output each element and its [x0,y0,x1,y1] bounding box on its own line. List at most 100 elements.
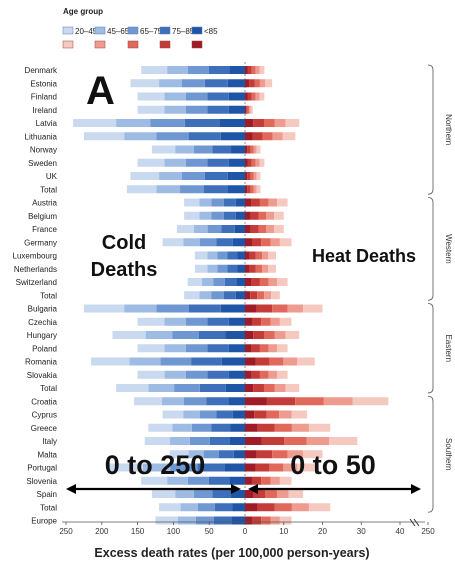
heat-bar-segment [263,119,275,127]
cold-bar-segment [221,357,245,366]
cold-bar-segment [187,476,209,485]
legend-swatch-cold [159,26,171,35]
cold-bar-segment [207,158,229,167]
cold-bar-segment [237,264,245,273]
heat-bar-segment [245,344,252,353]
country-label: Total [40,503,57,512]
region-bracket [427,64,434,195]
heat-bar-segment [254,79,260,88]
heat-bar-segment [285,331,300,339]
heat-bar-segment [262,251,269,260]
country-label: Total [40,185,57,194]
cold-bar-segment [236,278,245,286]
cold-bar-segment [218,450,234,459]
cold-bar-segment [227,185,245,194]
cold-bar-segment [73,119,117,127]
heat-bar-segment [261,516,271,525]
cold-bar-segment [112,331,146,339]
cold-bar-segment [116,384,149,392]
legend-label: 75–85 [172,27,195,36]
heat-bar-segment [276,490,289,498]
heat-bar-segment [274,119,286,127]
heat-bar-segment [245,503,258,512]
heat-bar-segment [258,225,267,233]
cold-bar-segment [207,92,229,101]
cold-bar-segment [184,198,200,207]
heat-bar-segment [268,278,277,286]
heat-bar-segment [303,304,323,313]
heat-bar-segment [253,384,264,392]
heat-bar-segment [272,304,288,313]
cold-bar-segment [144,437,170,445]
cold-bar-segment [198,331,226,339]
heat-bar-segment [257,503,275,512]
heat-bar-segment [254,410,267,419]
heat-bar-segment [256,145,261,154]
heat-arrowhead-left [248,484,258,494]
x-tick-label: 150 [131,527,145,536]
cold-bar-segment [217,264,228,273]
cold-bar-segment [156,304,189,313]
cold-bar-segment [181,79,205,88]
cold-bar-segment [232,503,245,512]
heat-bar-segment [250,211,259,220]
cold-bar-segment [137,344,165,353]
heat-bar-segment [256,185,261,194]
heat-bar-segment [269,463,284,472]
heat-bar-segment [249,79,255,88]
heat-bar-segment [268,370,277,379]
cold-bar-segment [223,291,236,300]
cold-deaths-label: Deaths [91,259,158,281]
bars-group [73,62,389,525]
x-axis: 250 200 150 100 50 0 10 20 30 40 250 Excess death r… [59,518,435,560]
x-tick-label: 50 [205,527,214,536]
cold-bar-segment [229,476,245,485]
cold-bar-segment [156,185,181,194]
country-label: Netherlands [14,265,57,274]
cold-bar-segment [228,158,245,167]
cold-bar-segment [172,423,192,432]
heat-bar-segment [245,238,252,247]
legend-swatch-heat [159,40,171,49]
heat-bar-segment [253,172,257,180]
heat-bar-segment [245,384,254,392]
heat-bar-segment [251,370,260,379]
cold-bar-segment [174,384,200,392]
heat-bar-segment [249,264,256,273]
cold-arrowhead-left [66,484,76,494]
axis-break-mark [413,518,420,527]
heat-bar-segment [268,344,277,353]
cold-bar-segment [225,331,245,339]
heat-bar-segment [251,198,260,207]
cold-bar-segment [83,304,125,313]
heat-bar-segment [255,92,260,101]
cold-bar-segment [164,317,186,326]
cold-bar-segment [187,66,209,74]
heat-bar-segment [288,490,304,498]
heat-bar-segment [287,304,304,313]
cold-bar-segment [164,344,186,353]
heat-bar-segment [264,291,272,300]
cold-bar-segment [227,264,238,273]
cold-bar-segment [202,278,214,286]
cold-bar-segment [195,516,214,525]
heat-bar-segment [287,450,304,459]
cold-bar-segment [197,503,215,512]
cold-bar-segment [185,105,208,114]
heat-bar-segment [245,516,252,525]
cold-bar-segment [151,145,176,154]
axis-break-mark [409,518,416,527]
country-label: Greece [31,424,58,433]
heat-bar-segment [246,105,248,114]
cold-bar-segment [193,490,213,498]
country-label: Poland [32,344,57,353]
heat-bar-segment [245,450,257,459]
heat-bar-segment [256,304,273,313]
cold-bar-segment [228,370,245,379]
heat-bar-segment [253,145,257,154]
heat-bar-segment [253,490,266,498]
cold-deaths-label: Cold [102,232,146,254]
heat-bar-segment [268,264,276,273]
cold-bar-segment [91,357,130,366]
cold-bar-segment [188,450,204,459]
